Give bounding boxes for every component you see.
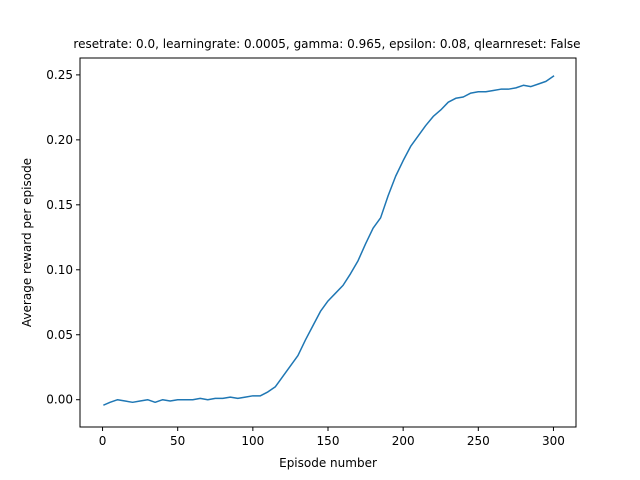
plot-frame [79,57,577,428]
series-line [103,75,555,406]
x-tick-label: 150 [317,434,340,448]
y-tick-label: 0.05 [46,328,73,342]
x-tick-label: 200 [392,434,415,448]
x-axis-label: Episode number [279,456,377,470]
y-tick-label: 0.15 [46,198,73,212]
y-tick-label: 0.00 [46,393,73,407]
y-axis-label: Average reward per episode [20,158,34,327]
x-tick-label: 300 [542,434,565,448]
y-tick-label: 0.20 [46,133,73,147]
x-tick-label: 250 [467,434,490,448]
x-tick-label: 0 [99,434,107,448]
x-tick-label: 100 [241,434,264,448]
x-tick-label: 50 [170,434,185,448]
chart-title: resetrate: 0.0, learningrate: 0.0005, ga… [73,37,580,51]
plot-area [103,75,555,406]
y-tick-label: 0.25 [46,68,73,82]
y-tick-label: 0.10 [46,263,73,277]
